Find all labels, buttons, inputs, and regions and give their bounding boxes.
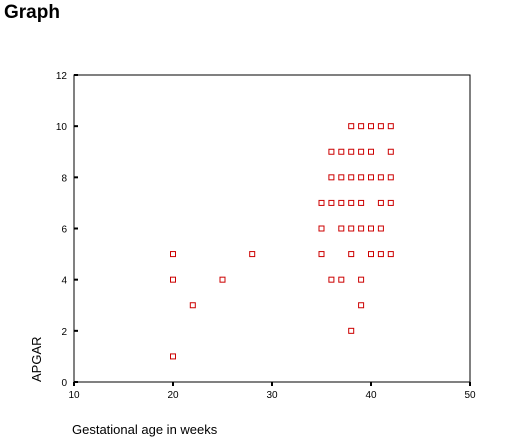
y-tick-label: 4 [61, 276, 67, 287]
data-point [348, 225, 355, 232]
data-point [338, 199, 345, 206]
x-tick-label: 30 [266, 390, 278, 401]
data-point [338, 148, 345, 155]
x-axis-title: Gestational age in weeks [72, 422, 218, 437]
data-point [249, 251, 256, 258]
data-point [358, 148, 365, 155]
data-point [358, 276, 365, 283]
data-point [348, 148, 355, 155]
data-point [368, 148, 374, 155]
data-point [368, 251, 374, 258]
x-tick-label: 50 [464, 390, 476, 401]
data-point [348, 251, 355, 258]
y-tick-label: 10 [56, 122, 68, 133]
data-point [377, 225, 384, 232]
y-tick-label: 8 [61, 173, 67, 184]
data-point [318, 225, 325, 232]
data-point [328, 148, 335, 155]
y-axis-title: APGAR [29, 336, 44, 382]
page-title: Graph [4, 2, 60, 23]
data-point [387, 174, 394, 181]
data-point [368, 174, 374, 181]
x-tick-label: 40 [365, 390, 377, 401]
data-point [328, 174, 335, 181]
data-point [387, 123, 394, 130]
data-point [387, 251, 394, 258]
data-point [338, 174, 345, 181]
data-point [318, 199, 325, 206]
y-tick-label: 0 [61, 378, 67, 389]
data-point [348, 327, 355, 334]
x-tick-label: 20 [167, 390, 179, 401]
data-point [338, 276, 345, 283]
data-point [377, 174, 384, 181]
data-point [328, 199, 335, 206]
data-point [358, 225, 365, 232]
data-point [377, 199, 384, 206]
data-point [377, 251, 384, 258]
x-axis: 10 20 30 40 50 [68, 382, 476, 401]
data-point [170, 276, 176, 283]
data-point [348, 174, 355, 181]
data-point [318, 251, 325, 258]
data-point [387, 148, 394, 155]
data-point [358, 199, 365, 206]
data-point [170, 353, 176, 360]
data-point [387, 199, 394, 206]
data-point [358, 123, 365, 130]
data-point [348, 123, 355, 130]
data-point [358, 174, 365, 181]
y-tick-label: 2 [61, 327, 67, 338]
data-point [189, 302, 196, 309]
data-point [358, 302, 365, 309]
data-point [328, 276, 335, 283]
y-tick-label: 6 [61, 225, 67, 236]
x-tick-label: 10 [68, 390, 80, 401]
data-point [338, 225, 345, 232]
data-point [368, 225, 374, 232]
y-axis: 0 2 4 6 8 10 12 [56, 71, 78, 389]
data-points [170, 123, 394, 360]
data-point [368, 123, 374, 130]
data-point [219, 276, 226, 283]
data-point [348, 199, 355, 206]
data-point [170, 251, 176, 258]
y-tick-label: 12 [56, 71, 68, 82]
data-point [377, 123, 384, 130]
plot-frame [73, 74, 471, 383]
